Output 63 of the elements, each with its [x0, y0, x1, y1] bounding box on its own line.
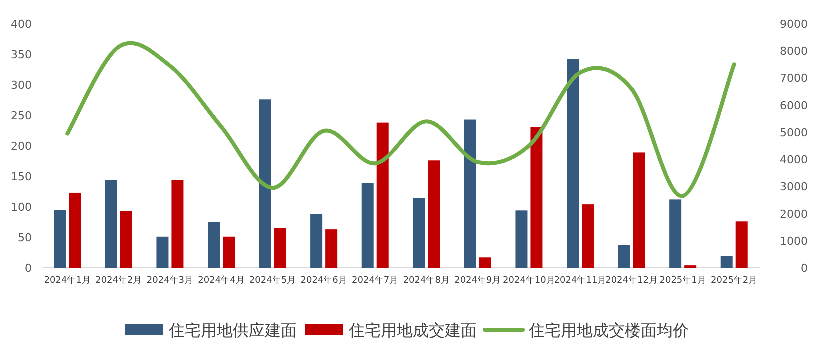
bar	[326, 230, 338, 268]
y-tick-label: 250	[11, 110, 32, 122]
bar	[223, 236, 235, 268]
y-tick-label: 0	[25, 262, 32, 275]
x-tick-label: 2024年3月	[146, 275, 194, 286]
y2-tick-label: 2000	[780, 208, 808, 221]
y-tick-label: 350	[11, 48, 32, 62]
bar	[274, 228, 286, 268]
x-tick-label: 2024年12月	[606, 275, 658, 286]
bar	[464, 120, 476, 268]
bar	[516, 210, 528, 268]
y-tick-label: 150	[11, 170, 32, 184]
bar	[310, 214, 323, 268]
x-tick-label: 2024年2月	[96, 275, 142, 286]
y2-tick-label: 7000	[780, 72, 808, 86]
y2-tick-label: 8000	[780, 45, 808, 58]
y2-tick-label: 0	[801, 262, 808, 275]
y2-tick-label: 1000	[780, 234, 808, 248]
legend-label: 住宅用地供应建面	[168, 321, 297, 340]
bar	[530, 127, 543, 268]
y-tick-label: 400	[11, 18, 32, 31]
x-tick-label: 2024年5月	[249, 275, 296, 286]
y-tick-label: 50	[18, 232, 32, 244]
y2-tick-label: 5000	[780, 126, 808, 140]
x-tick-label: 2024年10月	[503, 275, 556, 286]
x-tick-label: 2024年1月	[44, 275, 91, 286]
x-tick-label: 2024年8月	[403, 275, 450, 286]
bar	[120, 211, 132, 268]
x-tick-label: 2024年9月	[454, 275, 502, 286]
x-tick-label: 2024年11月	[554, 275, 607, 286]
bar	[618, 245, 630, 268]
x-tick-label: 2024年7月	[352, 275, 399, 286]
bar	[567, 59, 579, 268]
bar	[362, 183, 374, 268]
bar	[428, 160, 440, 268]
bar	[633, 152, 646, 268]
bar	[172, 180, 184, 268]
bar	[259, 100, 272, 268]
x-tick-label: 2024年6月	[300, 275, 348, 286]
x-tick-label: 2025年1月	[660, 275, 706, 286]
bar	[479, 258, 492, 268]
y2-tick-label: 3000	[780, 180, 808, 194]
y-tick-label: 300	[11, 79, 32, 92]
y2-tick-label: 9000	[780, 18, 808, 31]
bar	[413, 198, 426, 268]
x-tick-label: 2024年4月	[198, 275, 245, 286]
legend-label: 住宅用地成交建面	[348, 321, 477, 340]
bar	[736, 222, 748, 268]
y2-tick-label: 6000	[780, 99, 808, 112]
bar	[582, 204, 594, 268]
bar	[720, 256, 733, 268]
y-tick-label: 200	[11, 140, 32, 153]
bar	[105, 180, 118, 268]
bar	[54, 210, 66, 268]
bar	[376, 122, 389, 268]
bar	[208, 222, 220, 268]
y2-tick-label: 4000	[780, 154, 808, 167]
bar	[670, 200, 682, 268]
bar	[156, 236, 169, 268]
bar	[69, 192, 82, 268]
y-tick-label: 100	[11, 201, 32, 214]
x-tick-label: 2025年2月	[711, 275, 758, 286]
legend-label: 住宅用地成交楼面均价	[528, 321, 689, 340]
